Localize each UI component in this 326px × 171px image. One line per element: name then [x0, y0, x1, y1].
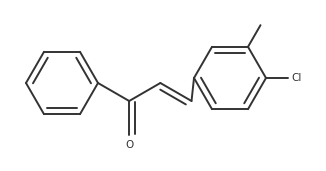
- Text: Cl: Cl: [291, 73, 301, 83]
- Text: O: O: [125, 141, 133, 150]
